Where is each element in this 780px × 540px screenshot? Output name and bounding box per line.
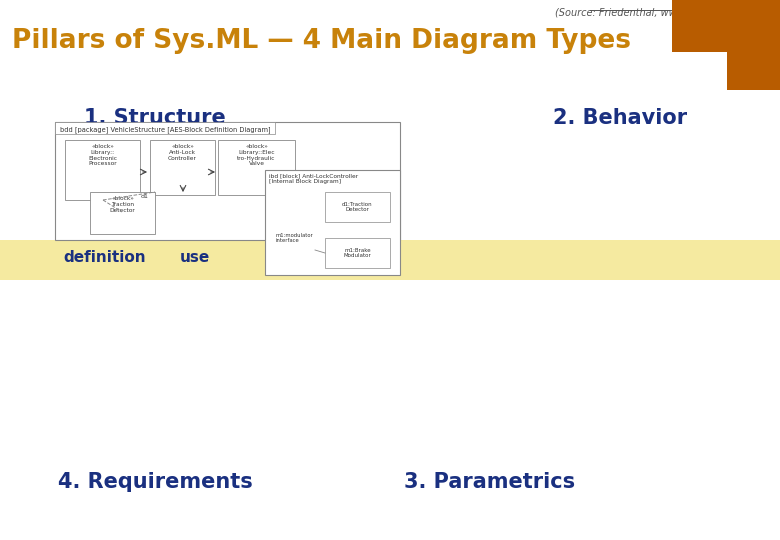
- Bar: [325, 192, 390, 222]
- Bar: [218, 140, 295, 195]
- Text: use: use: [180, 251, 210, 266]
- Text: d1:Traction
Detector: d1:Traction Detector: [342, 201, 373, 212]
- Bar: [325, 238, 390, 268]
- Text: d1: d1: [141, 193, 149, 199]
- Text: bdd [package] VehicleStructure [AES-Block Definition Diagram]: bdd [package] VehicleStructure [AES-Bloc…: [60, 126, 271, 133]
- Text: «block»
Traction
Detector: «block» Traction Detector: [110, 196, 136, 213]
- Text: m1:Brake
Modulator: m1:Brake Modulator: [344, 248, 371, 259]
- Bar: [65, 140, 140, 200]
- Text: «block»
Library::
Electronic
Processor: «block» Library:: Electronic Processor: [88, 144, 117, 166]
- Bar: [672, 0, 780, 90]
- Text: ibd [block] Anti-LockController
[Internal Block Diagram]: ibd [block] Anti-LockController [Interna…: [269, 173, 358, 184]
- Text: «block»
Library::Elec
tro-Hydraulic
Valve: «block» Library::Elec tro-Hydraulic Valv…: [237, 144, 275, 166]
- Text: 3. Parametrics: 3. Parametrics: [405, 472, 576, 492]
- Text: 4. Requirements: 4. Requirements: [58, 472, 253, 492]
- Text: «block»
Anti-Lock
Controller: «block» Anti-Lock Controller: [168, 144, 197, 160]
- Text: 2. Behavior: 2. Behavior: [553, 108, 687, 128]
- Text: m1:modulator
interface: m1:modulator interface: [275, 233, 313, 244]
- Text: definition: definition: [64, 251, 147, 266]
- Bar: [0, 240, 780, 280]
- Bar: [265, 170, 400, 275]
- Text: Pillars of Sys.ML — 4 Main Diagram Types: Pillars of Sys.ML — 4 Main Diagram Types: [12, 28, 631, 54]
- Bar: [90, 192, 155, 234]
- Bar: [150, 140, 215, 195]
- Bar: [672, 52, 727, 90]
- Bar: [55, 122, 275, 134]
- Text: 1. Structure: 1. Structure: [84, 108, 226, 128]
- Text: (Source: Friedenthal, www.omgsysml.org): (Source: Friedenthal, www.omgsysml.org): [555, 8, 760, 18]
- Bar: [55, 122, 400, 240]
